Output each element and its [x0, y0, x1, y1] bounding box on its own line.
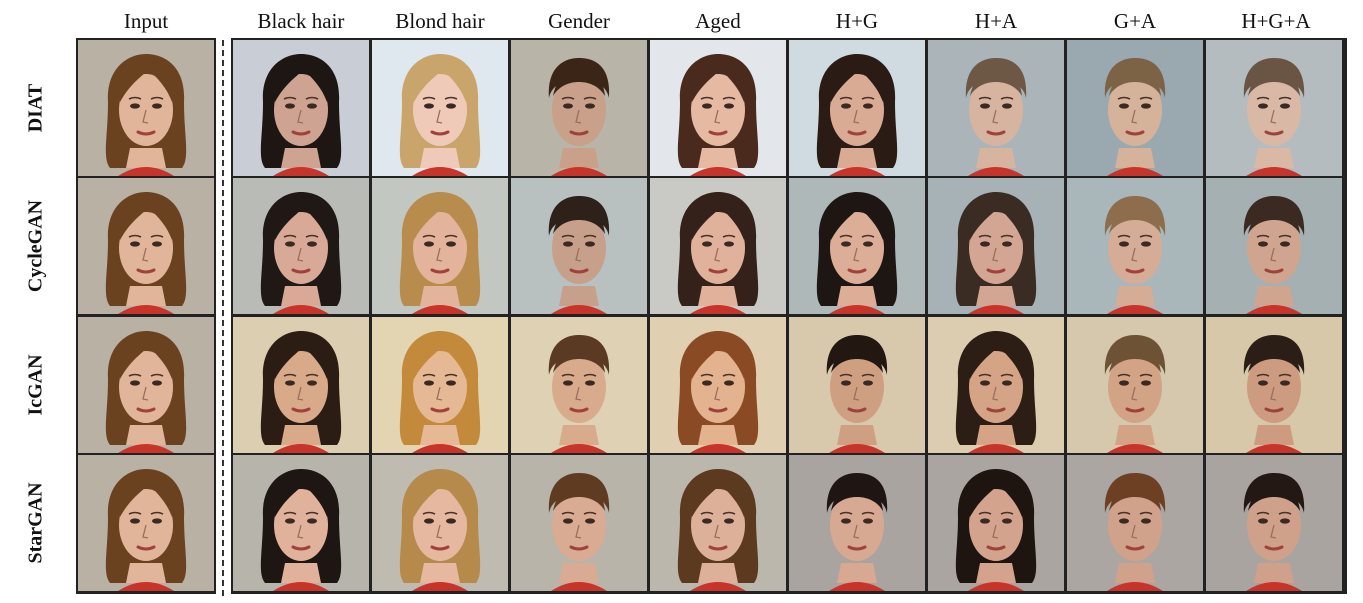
- face-image-cyclegan-blond_hair: [372, 178, 508, 314]
- face-image-stargan-ha: [928, 455, 1064, 591]
- face-image-cyclegan-black_hair: [233, 178, 369, 314]
- face-portrait-stargan-blond_hair: [372, 455, 508, 591]
- face-portrait-cyclegan-black_hair: [233, 178, 369, 314]
- face-portrait-cyclegan-input: [78, 178, 214, 314]
- column-header-ha: H+A: [974, 9, 1018, 33]
- face-portrait-cyclegan-ga: [1067, 178, 1203, 314]
- column-header-gender: Gender: [548, 9, 610, 33]
- face-image-stargan-hga: [1206, 455, 1342, 591]
- face-portrait-diat-blond_hair: [372, 40, 508, 176]
- face-image-diat-aged: [650, 40, 786, 176]
- column-header-hg: H+G: [835, 9, 879, 33]
- face-portrait-stargan-ga: [1067, 455, 1203, 591]
- face-image-diat-gender: [511, 40, 647, 176]
- face-portrait-diat-black_hair: [233, 40, 369, 176]
- face-portrait-icgan-ha: [928, 317, 1064, 453]
- face-portrait-icgan-aged: [650, 317, 786, 453]
- face-image-cyclegan-gender: [511, 178, 647, 314]
- face-portrait-cyclegan-aged: [650, 178, 786, 314]
- face-portrait-stargan-input: [78, 455, 214, 591]
- face-image-icgan-aged: [650, 317, 786, 453]
- face-image-icgan-ha: [928, 317, 1064, 453]
- face-image-cyclegan-ha: [928, 178, 1064, 314]
- face-portrait-cyclegan-blond_hair: [372, 178, 508, 314]
- face-image-icgan-input: [78, 317, 214, 453]
- face-portrait-diat-hga: [1206, 40, 1342, 176]
- column-header-hga: H+G+A: [1241, 9, 1311, 33]
- face-portrait-cyclegan-hg: [789, 178, 925, 314]
- face-image-icgan-hg: [789, 317, 925, 453]
- face-portrait-stargan-gender: [511, 455, 647, 591]
- column-header-aged: Aged: [695, 9, 741, 33]
- face-image-icgan-ga: [1067, 317, 1203, 453]
- face-portrait-diat-hg: [789, 40, 925, 176]
- face-image-icgan-blond_hair: [372, 317, 508, 453]
- face-image-stargan-ga: [1067, 455, 1203, 591]
- face-image-stargan-black_hair: [233, 455, 369, 591]
- face-image-diat-ga: [1067, 40, 1203, 176]
- face-portrait-icgan-input: [78, 317, 214, 453]
- face-image-stargan-gender: [511, 455, 647, 591]
- face-portrait-stargan-hga: [1206, 455, 1342, 591]
- face-image-diat-blond_hair: [372, 40, 508, 176]
- face-portrait-stargan-ha: [928, 455, 1064, 591]
- column-header-ga: G+A: [1113, 9, 1157, 33]
- face-image-cyclegan-aged: [650, 178, 786, 314]
- face-image-diat-ha: [928, 40, 1064, 176]
- face-image-stargan-blond_hair: [372, 455, 508, 591]
- face-image-stargan-input: [78, 455, 214, 591]
- face-image-diat-hg: [789, 40, 925, 176]
- face-image-diat-black_hair: [233, 40, 369, 176]
- face-portrait-stargan-black_hair: [233, 455, 369, 591]
- face-image-diat-input: [78, 40, 214, 176]
- face-portrait-diat-gender: [511, 40, 647, 176]
- column-header-blond-hair: Blond hair: [395, 9, 485, 33]
- row-labels: DIAT CycleGAN IcGAN StarGAN: [24, 83, 47, 564]
- face-portrait-stargan-hg: [789, 455, 925, 591]
- dashed-separator: [222, 40, 224, 596]
- face-image-icgan-hga: [1206, 317, 1342, 453]
- column-header-black-hair: Black hair: [257, 9, 345, 33]
- face-portrait-icgan-black_hair: [233, 317, 369, 453]
- face-portrait-stargan-aged: [650, 455, 786, 591]
- face-portrait-icgan-hg: [789, 317, 925, 453]
- face-image-icgan-black_hair: [233, 317, 369, 453]
- face-image-cyclegan-hga: [1206, 178, 1342, 314]
- face-portrait-diat-ha: [928, 40, 1064, 176]
- face-portrait-diat-ga: [1067, 40, 1203, 176]
- face-portrait-cyclegan-ha: [928, 178, 1064, 314]
- face-image-stargan-hg: [789, 455, 925, 591]
- face-image-cyclegan-hg: [789, 178, 925, 314]
- face-portrait-icgan-ga: [1067, 317, 1203, 453]
- face-portrait-icgan-gender: [511, 317, 647, 453]
- face-image-cyclegan-ga: [1067, 178, 1203, 314]
- face-portrait-icgan-hga: [1206, 317, 1342, 453]
- face-portrait-cyclegan-hga: [1206, 178, 1342, 314]
- face-image-cyclegan-input: [78, 178, 214, 314]
- face-image-icgan-gender: [511, 317, 647, 453]
- face-portrait-diat-input: [78, 40, 214, 176]
- face-portrait-diat-aged: [650, 40, 786, 176]
- face-image-stargan-aged: [650, 455, 786, 591]
- face-portrait-cyclegan-gender: [511, 178, 647, 314]
- column-header-input: Input: [123, 9, 169, 33]
- face-image-diat-hga: [1206, 40, 1342, 176]
- face-portrait-icgan-blond_hair: [372, 317, 508, 453]
- column-headers: Input Black hair Blond hair Gender Aged …: [0, 0, 1363, 40]
